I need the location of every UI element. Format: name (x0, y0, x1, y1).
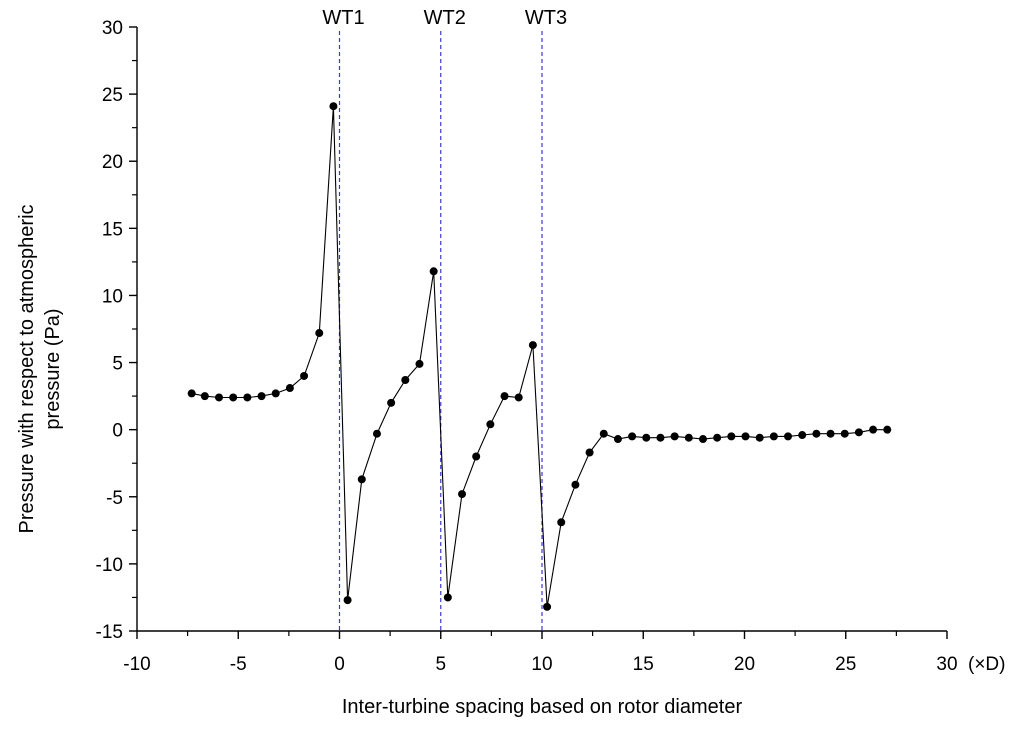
data-point (713, 433, 722, 442)
y-axis-title: Pressure with respect to atmospheric pre… (16, 204, 64, 533)
data-point (784, 432, 793, 441)
data-point (557, 518, 566, 527)
x-tick-label: -10 (123, 654, 150, 675)
data-point (840, 429, 849, 438)
data-point (243, 393, 252, 402)
y-tick-label: 0 (112, 421, 123, 442)
turbine-label: WT2 (424, 7, 466, 29)
data-point (387, 398, 396, 407)
data-point (514, 393, 523, 402)
data-point (543, 602, 552, 611)
y-tick-label: 10 (102, 286, 123, 307)
data-point (798, 431, 807, 440)
data-point (670, 432, 679, 441)
data-point (656, 433, 665, 442)
data-point (486, 420, 495, 429)
x-axis-title: Inter-turbine spacing based on rotor dia… (342, 696, 743, 718)
data-point (613, 435, 622, 444)
x-tick-label: 10 (531, 654, 552, 675)
y-axis-title-line-1: Pressure with respect to atmospheric (16, 204, 38, 533)
turbine-label: WT3 (525, 7, 567, 29)
data-point (472, 452, 481, 461)
data-point (769, 432, 778, 441)
data-point (401, 376, 410, 385)
data-point (415, 359, 424, 368)
x-tick-label: 0 (334, 654, 345, 675)
data-point (812, 429, 821, 438)
y-tick-label: 30 (102, 18, 123, 39)
data-point (628, 432, 637, 441)
data-point (257, 392, 266, 401)
x-tick-label: 15 (633, 654, 654, 675)
data-point (571, 480, 580, 489)
y-tick-label: -10 (96, 555, 123, 576)
x-tick-label: -5 (230, 654, 247, 675)
data-point (698, 435, 707, 444)
y-tick-label: 15 (102, 219, 123, 240)
x-tick-label: 30 (936, 654, 957, 675)
data-point (215, 393, 224, 402)
data-point (500, 392, 509, 401)
major-ticks (129, 26, 948, 639)
data-point (642, 433, 651, 442)
data-point (599, 429, 608, 438)
data-point (285, 384, 294, 393)
series-line (191, 106, 888, 607)
data-point (883, 425, 892, 434)
series (187, 102, 892, 611)
x-axis-unit: (×D) (968, 654, 1005, 675)
y-tick-label: 5 (112, 354, 123, 375)
data-point (271, 389, 280, 398)
data-point (372, 429, 381, 438)
data-point (727, 432, 736, 441)
y-tick-label: -5 (106, 488, 123, 509)
data-point (200, 392, 209, 401)
data-point (343, 596, 352, 605)
data-point (187, 389, 196, 398)
data-point (357, 475, 366, 484)
data-point (741, 432, 750, 441)
minor-ticks (132, 59, 897, 636)
y-tick-label: 25 (102, 85, 123, 106)
data-point (229, 393, 238, 402)
data-point (869, 425, 878, 434)
turbine-label: WT1 (322, 7, 364, 29)
data-point (443, 593, 452, 602)
data-point (585, 448, 594, 457)
x-tick-label: 5 (435, 654, 446, 675)
data-point (429, 267, 438, 276)
y-tick-label: -15 (96, 622, 123, 643)
data-point (329, 102, 338, 111)
x-tick-label: 20 (734, 654, 755, 675)
data-point (755, 433, 764, 442)
turbine-lines: WT1 WT2 WT3 (322, 7, 567, 631)
data-point (458, 490, 467, 499)
data-point (528, 341, 537, 350)
data-point (854, 428, 863, 437)
data-point (315, 329, 324, 338)
data-point (684, 433, 693, 442)
data-point (826, 429, 835, 438)
y-tick-label: 20 (102, 152, 123, 173)
y-axis-title-line-2: pressure (Pa) (42, 308, 64, 429)
data-point (300, 371, 309, 380)
x-tick-label: 25 (835, 654, 856, 675)
